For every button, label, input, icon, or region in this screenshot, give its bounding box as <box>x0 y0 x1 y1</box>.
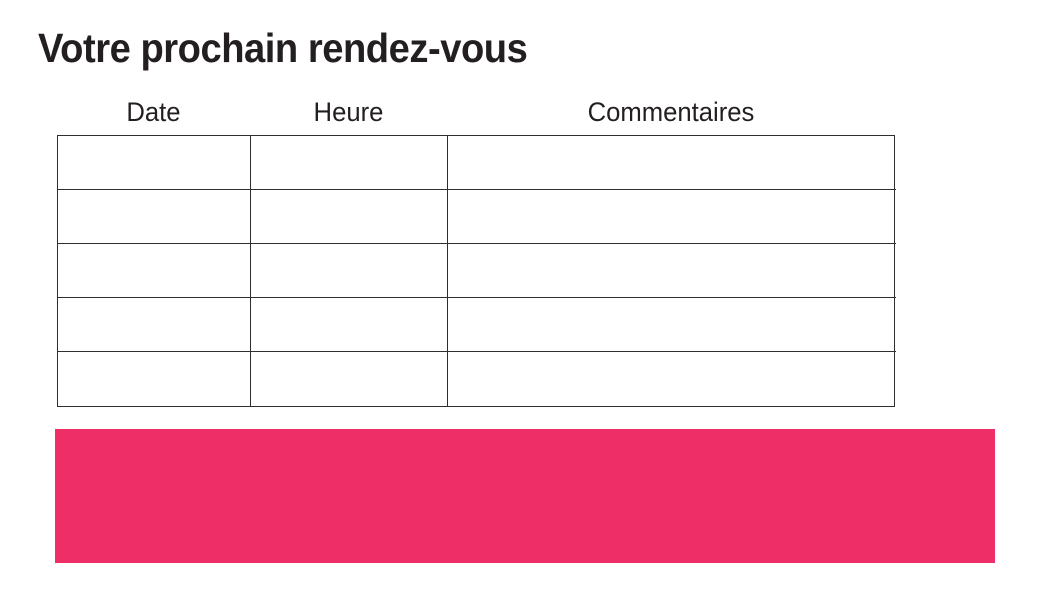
table-cell <box>251 298 448 352</box>
table-cell <box>251 136 448 190</box>
table-cell <box>58 298 251 352</box>
table-cell <box>58 244 251 298</box>
column-header-date: Date <box>126 96 181 127</box>
table-cell <box>448 352 896 406</box>
column-header-commentaires: Commentaires <box>587 96 755 127</box>
table-cell <box>58 136 251 190</box>
table-cell <box>58 352 251 406</box>
page-title: Votre prochain rendez-vous <box>38 25 528 71</box>
table-cell <box>448 298 896 352</box>
table-cell <box>251 190 448 244</box>
table-cell <box>251 244 448 298</box>
table-cell <box>448 244 896 298</box>
table-cell <box>448 136 896 190</box>
appointments-table <box>57 135 896 407</box>
column-header-heure: Heure <box>313 96 384 127</box>
banner <box>55 429 995 563</box>
table-cell <box>251 352 448 406</box>
table-cell <box>58 190 251 244</box>
table-cell <box>448 190 896 244</box>
table-header-row: Date Heure Commentaires <box>57 90 895 128</box>
